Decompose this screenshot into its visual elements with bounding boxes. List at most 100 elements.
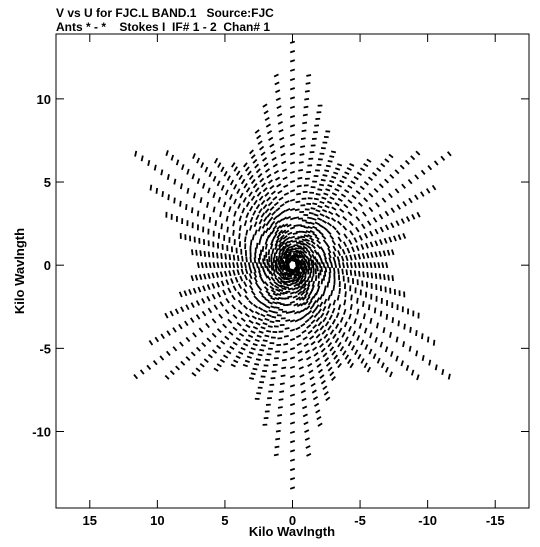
- uv-point: [262, 204, 268, 210]
- uv-point: [260, 199, 266, 206]
- uv-point: [305, 241, 312, 246]
- uv-point: [374, 336, 378, 343]
- uv-point: [359, 167, 366, 172]
- uv-point: [251, 315, 257, 320]
- uv-point: [271, 210, 277, 216]
- uv-point: [200, 262, 204, 269]
- uv-point: [207, 187, 211, 194]
- uv-point: [363, 327, 368, 334]
- uv-point: [311, 308, 317, 314]
- uv-point: [300, 381, 306, 386]
- uv-point: [178, 323, 183, 330]
- uv-point: [185, 304, 190, 311]
- uv-point: [313, 197, 319, 201]
- uv-point: [310, 295, 315, 302]
- uv-point: [279, 390, 285, 393]
- uv-point: [250, 290, 256, 296]
- uv-point: [265, 265, 270, 272]
- uv-point: [347, 211, 353, 217]
- uv-point: [318, 231, 324, 236]
- uv-point: [328, 257, 332, 264]
- uv-point: [179, 200, 182, 207]
- uv-point: [219, 358, 226, 364]
- uv-point: [259, 145, 265, 151]
- uv-point: [195, 249, 198, 256]
- uv-point: [309, 221, 315, 225]
- uv-point: [323, 285, 327, 292]
- uv-point: [254, 229, 258, 236]
- uv-point: [213, 367, 219, 372]
- uv-point: [321, 219, 327, 224]
- uv-point: [353, 262, 357, 269]
- uv-point: [250, 195, 256, 202]
- uv-point: [289, 198, 296, 202]
- x-tick-label: 5: [221, 513, 228, 528]
- uv-point: [305, 287, 310, 294]
- uv-point: [266, 275, 272, 281]
- uv-point: [161, 191, 164, 198]
- uv-point: [289, 189, 296, 193]
- uv-point: [301, 238, 307, 242]
- uv-point: [289, 96, 296, 100]
- uv-point: [266, 173, 272, 179]
- uv-point: [191, 372, 197, 377]
- uv-point: [303, 291, 309, 298]
- uv-point: [236, 262, 240, 269]
- uv-point: [296, 184, 302, 188]
- uv-point: [342, 215, 348, 221]
- uv-point: [327, 342, 333, 348]
- uv-point: [257, 225, 262, 232]
- uv-point: [304, 97, 310, 101]
- uv-point: [281, 160, 287, 165]
- uv-point: [397, 320, 400, 327]
- uv-point: [213, 304, 219, 310]
- uv-point: [274, 445, 280, 449]
- uv-point: [201, 342, 207, 348]
- uv-point: [281, 271, 287, 277]
- uv-point: [275, 97, 281, 102]
- uv-point: [231, 304, 237, 310]
- uv-point: [185, 204, 188, 210]
- uv-point: [314, 402, 320, 407]
- uv-point: [310, 240, 316, 245]
- uv-point: [255, 262, 259, 269]
- uv-point: [211, 272, 215, 279]
- uv-point: [149, 184, 153, 191]
- uv-point: [309, 376, 315, 381]
- uv-point: [285, 207, 291, 212]
- uv-point: [189, 317, 195, 323]
- uv-point: [337, 268, 340, 275]
- uv-point: [258, 208, 263, 214]
- uv-point: [245, 338, 251, 343]
- uv-point: [304, 318, 310, 324]
- uv-point: [316, 243, 322, 250]
- uv-point: [292, 276, 298, 281]
- uv-point: [217, 162, 222, 168]
- uv-point: [253, 295, 259, 301]
- y-tick-label: -5: [39, 341, 51, 356]
- uv-point: [332, 251, 337, 258]
- uv-point: [253, 257, 257, 264]
- uv-point: [337, 197, 343, 202]
- uv-point: [273, 453, 279, 457]
- uv-point: [384, 178, 390, 184]
- uv-point: [281, 168, 287, 173]
- uv-point: [300, 389, 306, 394]
- uv-point: [203, 358, 209, 363]
- uv-point: [289, 467, 296, 472]
- uv-point: [263, 262, 267, 269]
- uv-point: [390, 222, 395, 229]
- uv-point: [332, 333, 337, 340]
- uv-point: [303, 342, 309, 348]
- uv-point: [181, 164, 185, 171]
- uv-point: [344, 291, 347, 298]
- uv-point: [307, 264, 311, 271]
- uv-point: [379, 341, 384, 348]
- uv-point: [402, 233, 407, 239]
- uv-point: [261, 223, 266, 229]
- uv-point: [299, 246, 305, 251]
- uv-point: [255, 321, 261, 326]
- uv-point: [198, 327, 204, 333]
- y-tick-label: 5: [44, 175, 51, 190]
